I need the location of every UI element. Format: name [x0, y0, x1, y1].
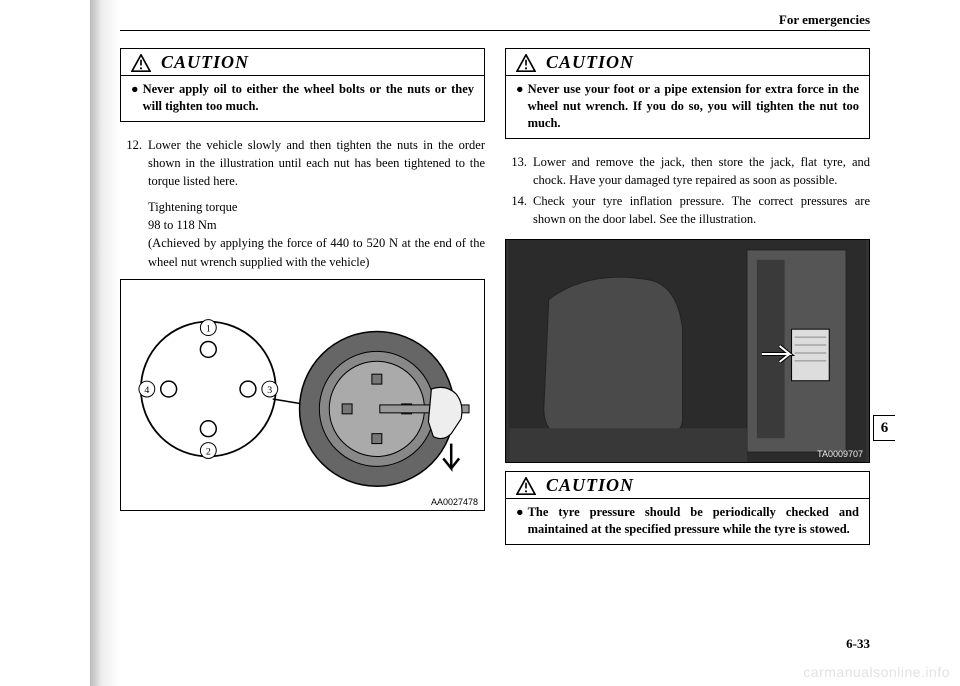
bullet-dot: ● [516, 81, 524, 132]
warning-triangle-icon [516, 54, 536, 72]
figure-id: AA0027478 [431, 497, 478, 507]
wheel-diagram-svg: 1 2 3 4 [121, 280, 484, 510]
warning-triangle-icon [516, 477, 536, 495]
caution-title: CAUTION [546, 52, 634, 73]
caution-header: CAUTION [506, 472, 869, 499]
caution-body: ● Never use your foot or a pipe extensio… [506, 76, 869, 138]
caution-title: CAUTION [161, 52, 249, 73]
torque-label: Tightening torque [148, 198, 485, 216]
caution-header: CAUTION [121, 49, 484, 76]
step-14: 14. Check your tyre inflation pressure. … [505, 192, 870, 228]
svg-text:4: 4 [144, 385, 149, 396]
caution-box-left: CAUTION ● Never apply oil to either the … [120, 48, 485, 122]
section-tab: 6 [873, 415, 895, 441]
torque-value: 98 to 118 Nm [148, 216, 485, 234]
caution-body: ● Never apply oil to either the wheel bo… [121, 76, 484, 121]
torque-note: (Achieved by applying the force of 440 t… [148, 234, 485, 270]
content-columns: CAUTION ● Never apply oil to either the … [120, 48, 870, 638]
manual-page: For emergencies CAUTION ● Never apply oi… [0, 0, 960, 686]
step-number: 13. [505, 153, 527, 189]
step-12: 12. Lower the vehicle slowly and then ti… [120, 136, 485, 190]
caution-body: ● The tyre pressure should be periodical… [506, 499, 869, 544]
step-13: 13. Lower and remove the jack, then stor… [505, 153, 870, 189]
watermark: carmanualsonline.info [803, 664, 950, 680]
step-text: Lower the vehicle slowly and then tighte… [148, 136, 485, 190]
bullet-dot: ● [516, 504, 524, 538]
spine-shadow [90, 0, 120, 686]
svg-text:2: 2 [206, 446, 211, 457]
step-number: 14. [505, 192, 527, 228]
caution-header: CAUTION [506, 49, 869, 76]
figure-wheel-tightening: 1 2 3 4 [120, 279, 485, 511]
caution-text: Never use your foot or a pipe extension … [528, 81, 859, 132]
figure-door-label: TA0009707 [505, 239, 870, 463]
left-column: CAUTION ● Never apply oil to either the … [120, 48, 485, 638]
header-rule [120, 30, 870, 31]
step-number: 12. [120, 136, 142, 190]
warning-triangle-icon [131, 54, 151, 72]
caution-box-right-2: CAUTION ● The tyre pressure should be pe… [505, 471, 870, 545]
svg-text:3: 3 [267, 385, 272, 396]
instruction-block: 12. Lower the vehicle slowly and then ti… [120, 136, 485, 271]
figure-id: TA0009707 [817, 449, 863, 459]
bullet-dot: ● [131, 81, 139, 115]
caution-box-right-1: CAUTION ● Never use your foot or a pipe … [505, 48, 870, 139]
car-interior-svg [506, 240, 869, 462]
caution-text: The tyre pressure should be periodically… [528, 504, 859, 538]
svg-text:1: 1 [206, 323, 211, 334]
instruction-block: 13. Lower and remove the jack, then stor… [505, 153, 870, 232]
step-text: Lower and remove the jack, then store th… [533, 153, 870, 189]
caution-title: CAUTION [546, 475, 634, 496]
page-number: 6-33 [846, 636, 870, 652]
right-column: CAUTION ● Never use your foot or a pipe … [505, 48, 870, 638]
section-header: For emergencies [779, 12, 870, 28]
step-text: Check your tyre inflation pressure. The … [533, 192, 870, 228]
caution-text: Never apply oil to either the wheel bolt… [143, 81, 474, 115]
